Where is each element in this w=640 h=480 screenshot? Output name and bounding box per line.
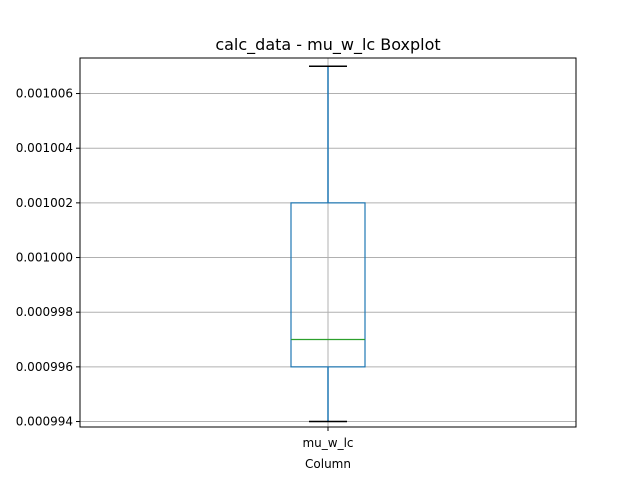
- y-tick-label: 0.001002: [16, 196, 73, 210]
- x-tick-label: mu_w_lc: [302, 436, 353, 450]
- y-tick-label: 0.000996: [16, 360, 73, 374]
- y-axis-ticks: 0.000994 0.000996 0.000998 0.001000 0.001002…: [16, 87, 80, 429]
- chart-title: calc_data - mu_w_lc Boxplot: [215, 35, 440, 55]
- y-tick-label: 0.001004: [16, 141, 73, 155]
- y-tick-label: 0.000994: [16, 415, 73, 429]
- y-tick-label: 0.001000: [16, 251, 73, 265]
- y-tick-label: 0.001006: [16, 87, 73, 101]
- x-axis-ticks: mu_w_lc: [302, 427, 354, 450]
- iqr-box: [290, 202, 366, 368]
- x-axis-label: Column: [305, 457, 351, 471]
- y-tick-label: 0.000998: [16, 305, 73, 319]
- box-elements: [290, 65, 366, 423]
